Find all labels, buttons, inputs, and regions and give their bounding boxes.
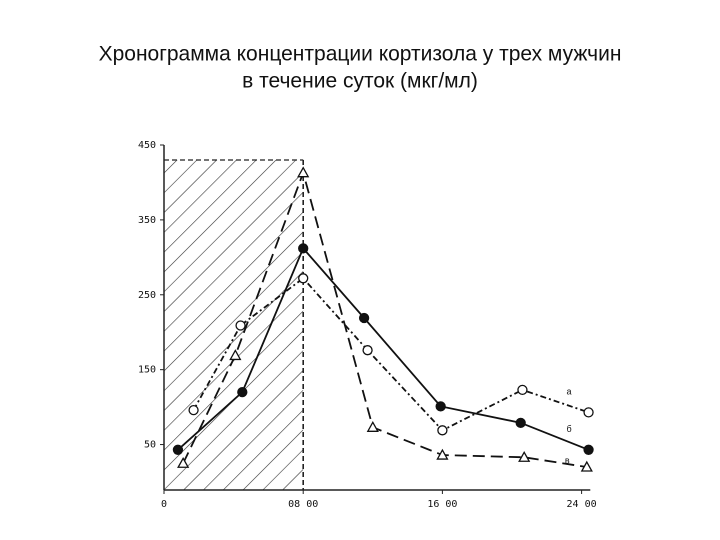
marker bbox=[235, 320, 246, 331]
chart-subtitle: в течение суток (мкг/мл) bbox=[242, 70, 478, 93]
y-tick-label: 350 bbox=[138, 215, 156, 226]
marker bbox=[298, 273, 309, 284]
x-tick-label: 16 00 bbox=[427, 499, 457, 510]
y-tick-label: 250 bbox=[138, 290, 156, 301]
marker bbox=[436, 448, 449, 460]
marker bbox=[583, 444, 594, 455]
marker bbox=[515, 417, 526, 428]
shaded-region bbox=[164, 159, 304, 490]
marker bbox=[362, 345, 373, 356]
marker bbox=[237, 386, 248, 398]
marker bbox=[366, 420, 379, 432]
x-tick-label: 24 00 bbox=[567, 499, 597, 510]
marker bbox=[583, 407, 594, 418]
marker bbox=[517, 384, 528, 396]
marker bbox=[437, 425, 448, 436]
y-tick-label: 50 bbox=[144, 440, 156, 451]
marker bbox=[172, 444, 184, 455]
marker bbox=[297, 166, 310, 178]
legend-label: а bbox=[567, 387, 572, 397]
marker bbox=[177, 456, 190, 468]
marker bbox=[298, 243, 309, 254]
marker bbox=[435, 401, 446, 412]
x-tick-label: 08 00 bbox=[288, 499, 318, 510]
y-tick-label: 150 bbox=[138, 365, 156, 376]
y-tick-label: 450 bbox=[138, 140, 156, 151]
marker bbox=[518, 450, 531, 462]
legend-label: в bbox=[565, 455, 570, 465]
legend-label: б bbox=[567, 424, 572, 434]
marker bbox=[188, 404, 199, 416]
marker bbox=[229, 349, 242, 361]
marker bbox=[580, 460, 593, 472]
chart-title: Хронограмма концентрации кортизола у тре… bbox=[99, 43, 622, 66]
x-tick-label: 0 bbox=[161, 499, 167, 510]
marker bbox=[358, 312, 370, 324]
